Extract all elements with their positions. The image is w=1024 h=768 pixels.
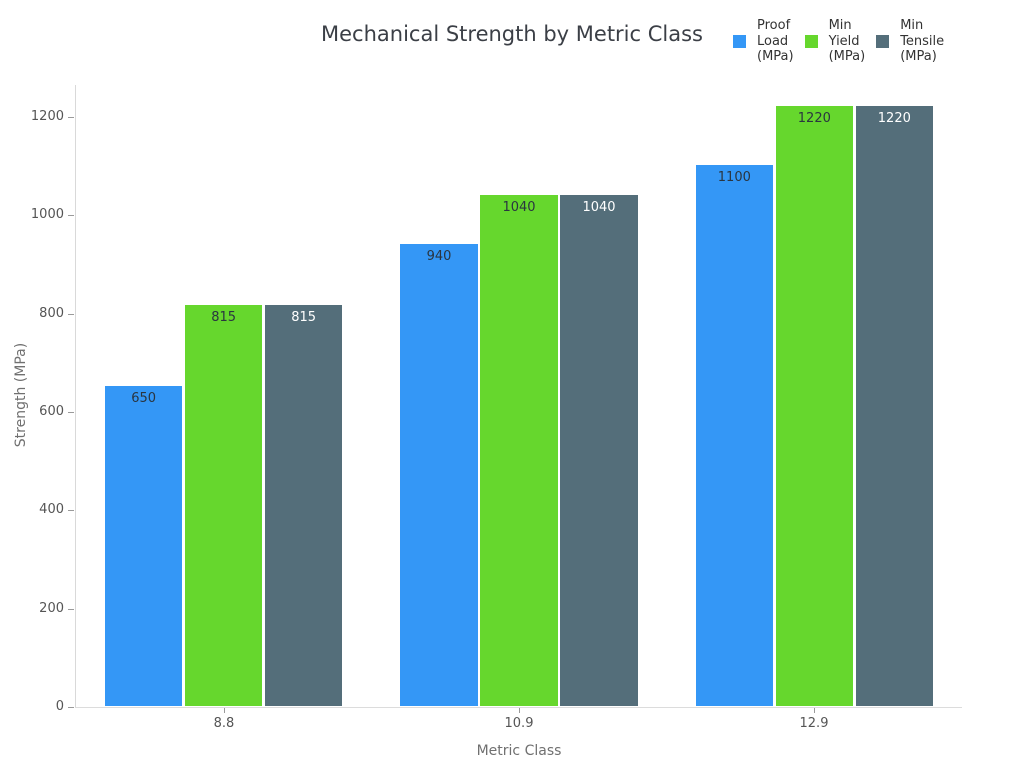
legend-entry-min-tensile-mpa-: Min Tensile (MPa): [876, 18, 944, 65]
x-tick-mark: [814, 708, 815, 713]
bar-value-label: 1100: [717, 170, 751, 185]
legend-label-line: (MPa): [900, 49, 937, 64]
x-axis-title: Metric Class: [476, 743, 562, 759]
legend-swatch: [733, 34, 746, 48]
chart-title: Mechanical Strength by Metric Class: [321, 22, 703, 46]
legend-label-line: (MPa): [757, 49, 794, 64]
bar-value-label: 650: [131, 391, 157, 406]
bar-value-label: 1220: [797, 111, 831, 126]
legend: Proof Load (MPa) Min Yield (MPa) Min Tensile (MP…: [733, 18, 944, 65]
legend-entry-proof-load-mpa-: Proof Load (MPa): [733, 18, 794, 65]
legend-label-line: Load: [757, 33, 789, 49]
bar-value-label: 1040: [502, 200, 536, 215]
legend-label-line: Min: [828, 18, 852, 33]
y-tick-mark: [68, 707, 74, 708]
legend-label: Min Tensile (MPa): [900, 18, 944, 65]
legend-label-line: Min: [900, 18, 924, 33]
bar-min-yield-mpa--10.9: 1040: [480, 195, 558, 706]
x-tick-label: 8.8: [213, 716, 235, 731]
y-tick-label: 800: [39, 306, 64, 321]
bar-value-label: 1040: [582, 200, 616, 215]
y-axis-title: Strength (MPa): [13, 342, 29, 448]
bar-value-label: 815: [291, 310, 317, 325]
x-tick-mark: [224, 708, 225, 713]
bar-value-label: 940: [426, 249, 452, 264]
legend-swatch: [804, 34, 818, 48]
y-tick-label: 1200: [30, 109, 64, 124]
y-tick-mark: [68, 117, 74, 118]
y-tick-label: 200: [39, 601, 64, 616]
y-tick-mark: [68, 510, 74, 511]
bar-group-12.9: 1100 1220 1220: [695, 84, 934, 706]
y-axis-line: [75, 85, 76, 708]
bar-min-tensile-mpa--12.9: 1220: [855, 106, 934, 706]
y-tick-mark: [68, 215, 74, 216]
legend-label-line: Proof: [757, 18, 791, 33]
y-tick-mark: [68, 314, 74, 315]
legend-label: Min Yield (MPa): [829, 18, 866, 65]
y-tick-mark: [68, 609, 74, 610]
bar-group-10.9: 940 1040 1040: [400, 84, 638, 706]
y-tick-mark: [68, 412, 74, 413]
legend-swatch: [876, 34, 890, 48]
bar-min-tensile-mpa--8.8: 815: [264, 305, 343, 706]
plot-area: 0 200 400 600 800 1000 1200 650 815 815 8.8 940 1040…: [31, 84, 962, 731]
bar-value-label: 1220: [877, 111, 911, 126]
bar-proof-load-mpa--10.9: 940: [400, 244, 478, 706]
bar-min-yield-mpa--8.8: 815: [184, 305, 263, 706]
legend-label-line: (MPa): [828, 49, 866, 64]
y-tick-label: 600: [39, 404, 64, 419]
y-tick-label: 1000: [30, 207, 64, 222]
bar-proof-load-mpa--12.9: 1100: [695, 165, 774, 706]
bar-proof-load-mpa--8.8: 650: [104, 386, 183, 706]
y-tick-label: 400: [39, 502, 64, 517]
bar-group-8.8: 650 815 815: [104, 84, 343, 706]
x-tick-label: 10.9: [504, 716, 534, 731]
bar-min-yield-mpa--12.9: 1220: [775, 106, 854, 706]
legend-entry-min-yield-mpa-: Min Yield (MPa): [804, 18, 866, 65]
legend-label: Proof Load (MPa): [757, 18, 794, 65]
legend-label-line: Yield: [828, 33, 860, 49]
x-tick-label: 12.9: [799, 716, 829, 731]
bar-value-label: 815: [211, 310, 237, 325]
x-tick-mark: [519, 708, 520, 713]
legend-label-line: Tensile: [900, 33, 945, 49]
x-axis-line: [75, 707, 962, 708]
bar-min-tensile-mpa--10.9: 1040: [560, 195, 638, 706]
y-tick-label: 0: [55, 699, 64, 714]
